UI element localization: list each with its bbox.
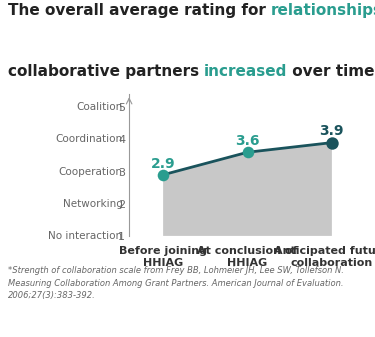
Text: Coalition: Coalition <box>76 102 122 112</box>
Text: The overall average rating for: The overall average rating for <box>8 3 271 19</box>
Text: relationships: relationships <box>271 3 375 19</box>
Text: No interaction: No interaction <box>48 231 122 241</box>
Text: *Strength of collaboration scale from Frey BB, Lohmeier JH, Lee SW, Tollefson N.: *Strength of collaboration scale from Fr… <box>8 266 344 300</box>
Point <box>244 150 250 155</box>
Polygon shape <box>163 143 332 236</box>
Text: over time.: over time. <box>287 64 375 79</box>
Text: 3.6: 3.6 <box>235 134 260 148</box>
Text: Networking: Networking <box>63 199 122 209</box>
Point <box>160 172 166 178</box>
Text: collaborative partners: collaborative partners <box>8 64 204 79</box>
Text: Coordination: Coordination <box>55 134 122 144</box>
Text: 2.9: 2.9 <box>151 157 176 171</box>
Text: Cooperation: Cooperation <box>58 166 122 177</box>
Text: increased: increased <box>204 64 287 79</box>
Point <box>329 140 335 145</box>
Text: 3.9: 3.9 <box>320 124 344 139</box>
